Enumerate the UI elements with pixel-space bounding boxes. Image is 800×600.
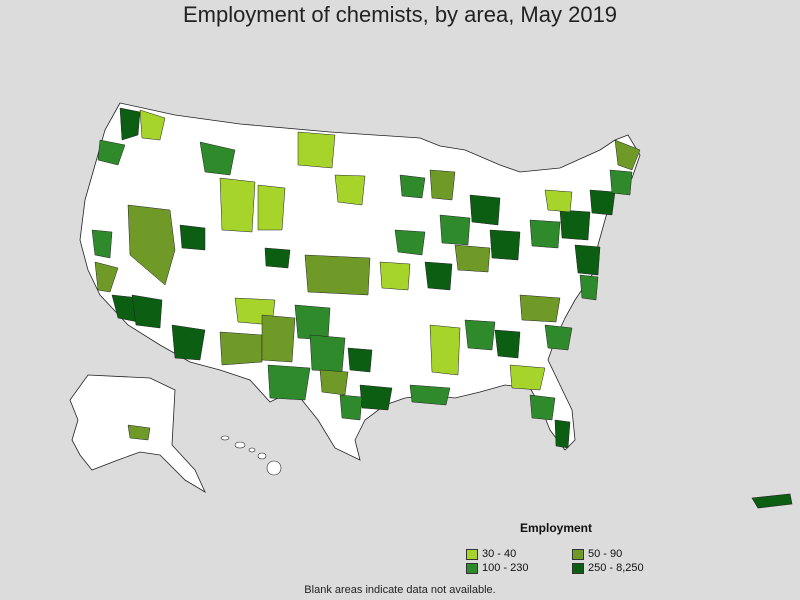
- area-region: [199, 141, 236, 176]
- area-region: [439, 214, 471, 246]
- area-region: [529, 394, 556, 421]
- area-region: [179, 224, 206, 251]
- area-region: [494, 329, 521, 359]
- legend-label: 50 - 90: [588, 548, 623, 560]
- area-region: [339, 394, 363, 421]
- area-region: [614, 139, 641, 171]
- area-region: [554, 419, 571, 449]
- legend-swatch: [572, 548, 584, 560]
- area-region: [261, 314, 296, 363]
- area-region: [509, 364, 546, 391]
- area-region: [127, 204, 176, 286]
- area-region: [379, 261, 411, 291]
- legend-item-100-230: 100 - 230: [466, 562, 528, 574]
- area-region: [409, 384, 451, 406]
- area-region: [559, 209, 591, 241]
- legend-item-250-8250: 250 - 8,250: [572, 562, 644, 574]
- legend-label: 100 - 230: [482, 562, 529, 574]
- area-region: [489, 229, 521, 261]
- area-region: [131, 294, 163, 329]
- area-region: [94, 261, 119, 293]
- area-region: [309, 334, 346, 373]
- area-region: [97, 139, 126, 166]
- area-region: [544, 189, 573, 213]
- no-data-note: Blank areas indicate data not available.: [304, 584, 496, 596]
- area-region: [544, 324, 573, 351]
- alaska-region: [127, 424, 151, 441]
- area-region: [359, 384, 393, 411]
- area-region: [394, 229, 426, 256]
- area-region: [334, 174, 366, 206]
- area-region: [519, 294, 561, 323]
- area-region: [304, 254, 371, 296]
- area-region: [469, 194, 501, 226]
- area-region: [464, 319, 496, 351]
- area-region: [219, 177, 256, 233]
- area-region: [294, 304, 331, 341]
- map-title: Employment of chemists, by area, May 201…: [182, 2, 618, 27]
- legend-label: 30 - 40: [482, 548, 517, 560]
- area-region: [399, 174, 426, 199]
- area-region: [119, 107, 141, 141]
- area-region: [219, 331, 263, 366]
- area-region: [267, 364, 311, 401]
- area-region: [454, 244, 491, 273]
- legend-swatch: [466, 548, 478, 560]
- area-region: [429, 324, 461, 376]
- area-region: [264, 247, 291, 269]
- area-region: [319, 369, 349, 396]
- area-region: [574, 244, 601, 276]
- area-region: [589, 189, 616, 216]
- legend-title: Employment: [520, 521, 593, 535]
- legend-item-30-40: 30 - 40: [466, 548, 516, 560]
- puerto-rico-shape: [751, 493, 793, 509]
- legend-label: 250 - 8,250: [588, 562, 644, 574]
- area-region: [171, 324, 206, 361]
- area-region: [91, 229, 113, 259]
- legend-swatch: [466, 562, 478, 574]
- area-region: [429, 169, 456, 201]
- legend-swatch: [572, 562, 584, 574]
- area-region: [424, 261, 453, 291]
- area-region: [347, 347, 373, 373]
- area-region: [139, 109, 166, 141]
- area-region: [579, 274, 599, 301]
- hawaii-islands: [220, 435, 282, 476]
- area-region: [297, 131, 336, 169]
- area-region: [257, 184, 286, 231]
- area-regions: [91, 107, 641, 449]
- area-region: [529, 219, 561, 249]
- legend-item-50-90: 50 - 90: [572, 548, 622, 560]
- area-region: [609, 169, 633, 196]
